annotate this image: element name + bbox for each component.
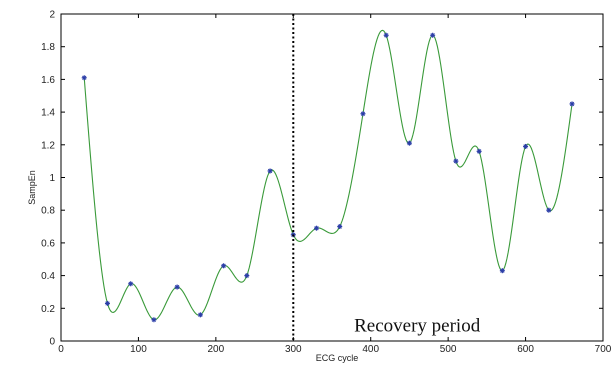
data-point [383,32,389,38]
y-tick-label: 0.6 [41,238,55,249]
marker-stroke [407,141,412,146]
y-tick-label: 0.8 [41,206,55,217]
x-tick-label: 0 [58,344,64,355]
data-point [104,300,110,306]
data-point [406,140,412,146]
y-tick-label: 2 [49,10,55,21]
data-point [430,32,436,38]
marker-stroke [82,75,87,80]
data-point [314,225,320,231]
x-tick-label: 500 [440,344,457,355]
marker-stroke [128,281,133,286]
tick-marks [60,13,604,342]
x-tick-label: 100 [130,344,147,355]
data-point [128,281,134,287]
x-tick-label: 200 [208,344,225,355]
marker-stroke [360,111,366,116]
x-axis-label: ECG cycle [316,353,359,363]
series-line [83,29,573,321]
y-tick-label: 0.2 [41,304,55,315]
data-point [360,111,366,117]
y-tick-label: 1.8 [41,42,55,53]
x-tick-label: 600 [517,344,534,355]
y-tick-label: 0.4 [41,271,55,282]
data-point [476,148,482,154]
x-tick-label: 300 [285,344,302,355]
data-point [81,75,87,81]
data-point [453,158,459,164]
marker-stroke [430,33,435,38]
marker-stroke [337,224,342,229]
marker-stroke [546,208,551,213]
marker-stroke [569,101,575,107]
marker-stroke [453,158,459,164]
data-point [546,207,552,213]
marker-stroke [500,268,505,273]
data-point [151,317,157,323]
marker-stroke [221,263,226,268]
tick-labels: 0 100 200 300 400 500 600 700 0 0.2 0.4 0.6 0.8 1 1.2 1… [41,10,612,356]
marker-stroke [174,284,180,290]
y-axis-label: SampEn [27,170,37,205]
data-point [174,284,180,290]
data-point [337,224,343,230]
data-point [197,312,203,318]
y-tick-label: 0 [49,337,55,348]
marker-stroke [105,301,110,306]
y-tick-label: 1.4 [41,108,55,119]
annotation-recovery-period: Recovery period [354,316,481,337]
x-tick-label: 700 [595,344,612,355]
marker-stroke [523,144,528,149]
marker-stroke [384,33,389,38]
y-tick-label: 1 [49,173,55,184]
data-point [569,101,575,107]
axes [60,13,604,342]
y-tick-label: 1.6 [41,75,55,86]
data-point [244,273,250,279]
data-point [267,168,273,174]
marker-stroke [198,312,203,317]
plot-frame [60,13,604,342]
marker-stroke [244,273,249,278]
data-point [499,268,505,274]
marker-stroke [476,149,482,154]
data-point [221,263,227,269]
marker-stroke [267,168,273,174]
marker-stroke [151,317,157,322]
x-tick-label: 400 [362,344,379,355]
data-point [523,143,529,149]
data-markers [81,32,575,323]
y-tick-label: 1.2 [41,140,55,151]
marker-stroke [314,226,319,231]
